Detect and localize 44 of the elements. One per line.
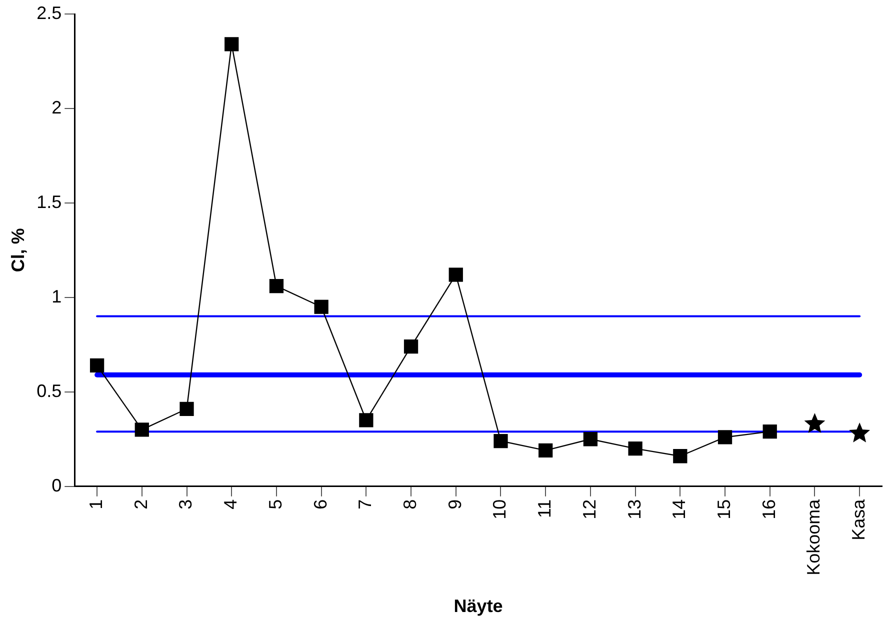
x-tick-label: 3 — [176, 499, 196, 510]
point — [762, 424, 777, 439]
x-tick-label: 8 — [400, 499, 420, 510]
x-tick-label: 10 — [490, 499, 510, 520]
y-tick-label: 0 — [52, 475, 62, 496]
point — [538, 443, 553, 458]
x-tick-label: 13 — [624, 499, 644, 520]
x-tick-label: 2 — [130, 499, 151, 510]
x-tick-label: 12 — [579, 499, 600, 520]
x-tick-label: 15 — [714, 499, 734, 520]
point — [180, 402, 194, 416]
point — [404, 339, 418, 354]
x-tick-label: 7 — [355, 499, 376, 510]
y-tick-label: 1.5 — [36, 192, 62, 212]
x-tick-label: 1 — [86, 499, 106, 510]
point — [804, 413, 826, 433]
point — [849, 422, 870, 442]
x-tick-label: Kasa — [848, 498, 869, 540]
y-tick-label: 0.5 — [36, 380, 62, 401]
x-tick-label: 6 — [310, 499, 330, 510]
x-tick-label: 9 — [444, 499, 465, 510]
point — [494, 434, 508, 448]
point — [673, 449, 688, 464]
x-tick-label: 5 — [265, 499, 286, 510]
x-tick-label: 14 — [669, 499, 690, 520]
x-tick-label: 11 — [534, 499, 555, 518]
point — [134, 422, 149, 437]
point — [583, 432, 598, 446]
point — [448, 268, 463, 282]
y-tick-label: 2.5 — [36, 2, 62, 23]
point — [628, 442, 642, 456]
point — [269, 279, 284, 294]
x-axis-title: Näyte — [454, 596, 503, 616]
point — [359, 413, 374, 428]
y-tick-label: 1 — [52, 286, 62, 306]
x-tick-label: 4 — [220, 499, 241, 510]
x-tick-label: Kokooma — [804, 498, 824, 576]
point — [718, 430, 732, 444]
point — [224, 37, 239, 52]
y-tick-label: 2 — [52, 97, 62, 118]
point — [314, 300, 328, 314]
y-axis-title: Cl, % — [8, 228, 28, 272]
point — [90, 358, 104, 373]
x-tick-label: 16 — [758, 499, 779, 520]
